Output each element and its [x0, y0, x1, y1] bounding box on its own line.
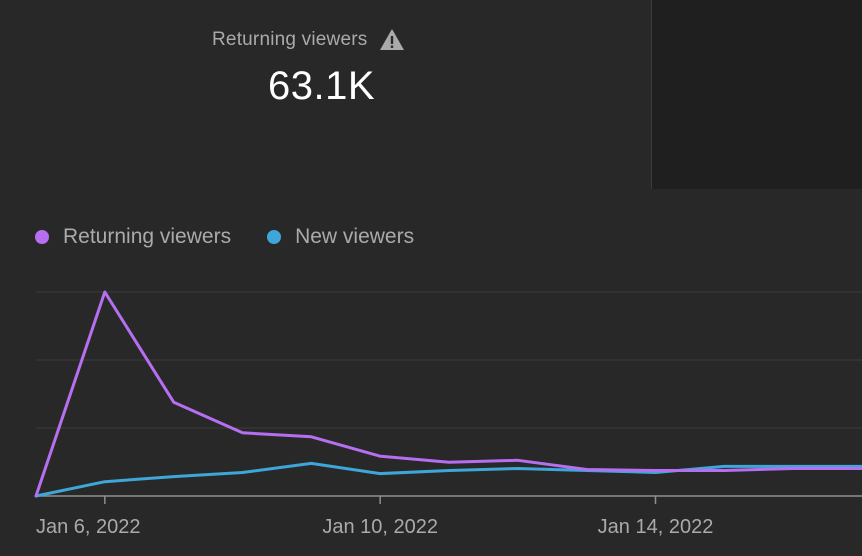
side-panel — [651, 0, 862, 189]
metric-title-row: Returning viewers — [212, 28, 405, 52]
legend-dot-new-viewers — [267, 230, 282, 244]
legend-item-new-viewers[interactable]: New viewers — [267, 225, 414, 249]
series-line-new-viewers — [34, 461, 862, 498]
warning-triangle-icon[interactable] — [379, 28, 405, 52]
x-tick-label: Jan 10, 2022 — [322, 516, 438, 538]
series-line-returning-viewers — [34, 290, 862, 498]
x-tick-label: Jan 14, 2022 — [598, 516, 714, 538]
x-tick-label: Jan 6, 2022 — [36, 516, 141, 538]
metric-title: Returning viewers — [212, 29, 368, 50]
legend-dot-returning-viewers — [35, 230, 49, 244]
chart-legend: Returning viewers New viewers — [35, 225, 414, 249]
metric-value: 63.1K — [268, 64, 376, 108]
legend-item-returning-viewers[interactable]: Returning viewers — [35, 225, 231, 249]
legend-label-returning-viewers: Returning viewers — [63, 225, 232, 248]
metric-card[interactable]: Returning viewers 63.1K — [0, 0, 650, 190]
legend-label-new-viewers: New viewers — [295, 225, 415, 248]
